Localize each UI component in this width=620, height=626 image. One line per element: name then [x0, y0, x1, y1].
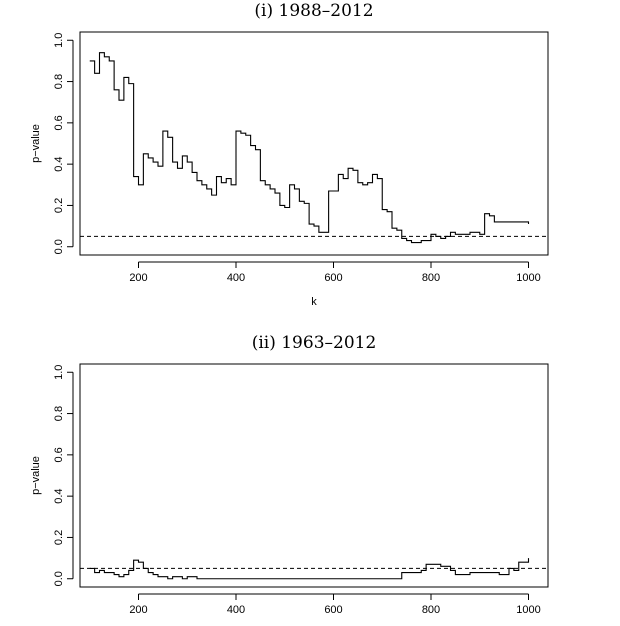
- x-tick-label: 1000: [516, 272, 540, 284]
- y-axis-label: p−value: [30, 124, 42, 163]
- x-tick-label: 200: [129, 604, 147, 616]
- x-tick-label: 400: [227, 272, 245, 284]
- x-tick-label: 600: [324, 604, 342, 616]
- y-tick-label: 0.6: [53, 115, 65, 130]
- x-axis: 200 400 600 800 1000: [129, 593, 541, 616]
- y-axis: 0.0 0.2 0.4 0.6 0.8 1.0: [53, 365, 74, 586]
- plot-frame: [79, 363, 549, 588]
- y-tick-label: 0.4: [53, 156, 65, 171]
- x-axis: 200 400 600 800 1000: [129, 261, 541, 284]
- y-tick-label: 0.0: [53, 239, 65, 254]
- y-axis-label: p−value: [30, 456, 42, 495]
- x-tick-label: 400: [227, 604, 245, 616]
- y-axis: 0.0 0.2 0.4 0.6 0.8 1.0: [53, 33, 74, 254]
- y-tick-label: 0.0: [53, 571, 65, 586]
- series-line: [89, 558, 530, 580]
- x-tick-label: 600: [324, 272, 342, 284]
- y-tick-label: 1.0: [53, 33, 65, 48]
- chart-title: (i) 1988–2012: [254, 1, 373, 21]
- y-tick-label: 1.0: [53, 365, 65, 380]
- x-tick-label: 1000: [516, 604, 540, 616]
- x-axis-label: k: [311, 296, 317, 308]
- y-tick-label: 0.2: [53, 198, 65, 213]
- x-tick-label: 200: [129, 272, 147, 284]
- x-tick-label: 800: [422, 604, 440, 616]
- y-tick-label: 0.8: [53, 406, 65, 421]
- chart-title: (ii) 1963–2012: [252, 333, 377, 353]
- y-tick-label: 0.4: [53, 488, 65, 503]
- series-line: [89, 52, 530, 244]
- y-tick-label: 0.6: [53, 447, 65, 462]
- y-tick-label: 0.2: [53, 530, 65, 545]
- plot-frame: [79, 31, 549, 256]
- y-tick-label: 0.8: [53, 74, 65, 89]
- x-tick-label: 800: [422, 272, 440, 284]
